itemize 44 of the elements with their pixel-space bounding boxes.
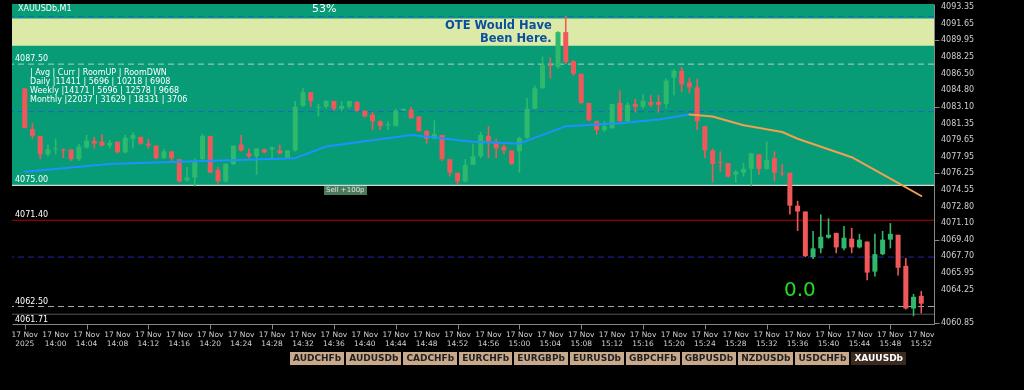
ref-line-label: 4061.71 (15, 315, 49, 325)
annotation: Daily |11411 | 5696 | 10218 | 6908 (30, 77, 171, 86)
annotation: 53% (312, 2, 337, 15)
annotation: | Avg | Curr | RoomUP | RoomDWN (30, 68, 167, 77)
y-tick-label: 4069.40 (941, 234, 975, 244)
annotation: 0.0 (784, 277, 816, 301)
y-tick-label: 4076.25 (941, 168, 975, 178)
y-tick-label: 4071.10 (941, 218, 975, 228)
text: USDCHFb (795, 352, 850, 365)
y-tick-label: 4064.25 (941, 284, 975, 294)
y-tick-label: 4060.85 (941, 317, 975, 327)
annotation: OTE Would Have Been Here. (445, 17, 552, 45)
text: GBPCHFb (626, 352, 680, 365)
ref-line-label: 4075.00 (15, 175, 49, 185)
y-tick-label: 4084.80 (941, 85, 975, 95)
text: XAUUSDb (851, 352, 907, 365)
ref-line-label: 4062.50 (15, 296, 49, 306)
y-tick-label: 4074.55 (941, 184, 975, 194)
y-tick-label: 4067.70 (941, 251, 975, 261)
chart-title: XAUUSDb,M1 (18, 4, 72, 13)
y-tick-label: 4086.50 (941, 68, 975, 78)
text: EURUSDb (569, 352, 625, 365)
ref-line-label: 4071.40 (15, 210, 49, 220)
y-tick-label: 4077.95 (941, 151, 975, 161)
annotation: Weekly |14171 | 5696 | 12578 | 9668 (30, 86, 180, 95)
text: AUDCHFb (290, 352, 345, 365)
text: AUDUSDb (346, 352, 402, 365)
y-tick-label: 4089.95 (941, 35, 975, 45)
y-tick-label: 4091.65 (941, 18, 975, 28)
text: GBPUSDb (681, 352, 737, 365)
ref-line-label: 4087.50 (15, 54, 49, 64)
text: NZDUSDb (738, 352, 794, 365)
y-tick-label: 4072.80 (941, 201, 975, 211)
y-tick-label: 4079.65 (941, 135, 975, 145)
text: CADCHFb (403, 352, 458, 365)
y-tick-label: 4093.35 (941, 2, 975, 12)
line-series (688, 113, 923, 197)
text: EURGBPb (514, 352, 568, 365)
annotation: Monthly |22037 | 31629 | 18331 | 3706 (30, 95, 188, 104)
y-tick-label: 4081.35 (941, 118, 975, 128)
y-tick-label: 4065.95 (941, 268, 975, 278)
y-tick-label: 4088.25 (941, 51, 975, 61)
y-tick-label: 4083.10 (941, 101, 975, 111)
text: EURCHFb (459, 352, 513, 365)
